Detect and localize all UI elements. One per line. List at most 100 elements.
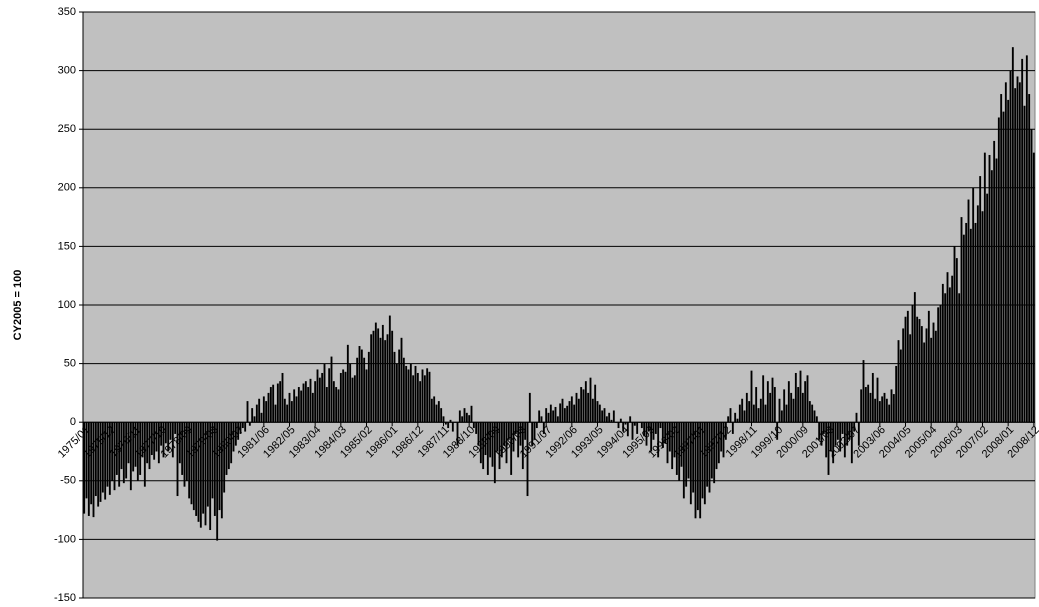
bar <box>909 334 912 423</box>
bar <box>435 404 438 423</box>
bar <box>342 369 345 423</box>
bar <box>360 349 363 423</box>
bar <box>806 375 809 423</box>
bar <box>601 410 604 423</box>
bar <box>878 401 881 423</box>
bar <box>349 363 352 423</box>
bar <box>391 330 394 423</box>
bar <box>594 384 597 423</box>
bar <box>659 422 662 429</box>
bar <box>526 422 529 497</box>
bar <box>171 422 174 458</box>
bar <box>157 422 160 464</box>
bar <box>414 365 417 423</box>
bar <box>181 422 184 475</box>
bar <box>386 334 389 423</box>
bar <box>374 322 377 423</box>
bar <box>727 416 730 423</box>
bar <box>554 406 557 423</box>
bar <box>776 422 779 440</box>
bar <box>155 422 158 452</box>
bar <box>407 369 410 423</box>
bar <box>132 422 135 472</box>
bar <box>97 422 100 507</box>
bar <box>766 381 769 423</box>
bar <box>626 422 629 437</box>
bar <box>591 398 594 423</box>
bar <box>568 401 571 423</box>
bar <box>666 422 669 464</box>
bar <box>834 422 837 446</box>
bar <box>118 422 121 487</box>
bar <box>1018 82 1021 423</box>
bar <box>930 337 933 423</box>
bar <box>542 422 545 434</box>
bar <box>505 422 508 464</box>
bar <box>668 422 671 452</box>
bar <box>1002 111 1005 423</box>
bar <box>314 381 317 423</box>
bar <box>421 369 424 423</box>
bar <box>444 422 447 425</box>
bar <box>764 404 767 423</box>
bar <box>498 422 501 470</box>
bar <box>710 422 713 479</box>
bar <box>281 372 284 423</box>
bar <box>85 422 88 499</box>
bar <box>687 422 690 479</box>
bar <box>918 319 921 423</box>
bar <box>353 375 356 423</box>
bar <box>841 422 844 434</box>
bar <box>974 222 977 423</box>
bar <box>650 422 653 452</box>
bar <box>113 422 116 491</box>
bar <box>664 422 667 444</box>
bar <box>344 371 347 423</box>
bar <box>479 422 482 464</box>
bar <box>99 422 102 502</box>
bar <box>293 389 296 423</box>
bar <box>1028 94 1031 423</box>
bar <box>115 422 118 475</box>
bar <box>888 404 891 423</box>
bar <box>398 349 401 423</box>
bar <box>869 392 872 423</box>
bar <box>552 410 555 423</box>
bar <box>913 292 916 423</box>
bar <box>582 389 585 423</box>
bar <box>636 422 639 434</box>
bar <box>846 422 849 446</box>
bar <box>923 342 926 423</box>
bar <box>267 392 270 423</box>
bar <box>596 401 599 423</box>
bar <box>731 422 734 434</box>
bar <box>937 307 940 423</box>
bar <box>463 408 466 423</box>
bar <box>773 387 776 423</box>
bar <box>755 387 758 423</box>
bar <box>629 416 632 423</box>
bar <box>517 422 520 458</box>
bar <box>654 422 657 434</box>
bar <box>951 275 954 423</box>
bar <box>318 377 321 423</box>
bar <box>106 422 109 487</box>
bar <box>351 377 354 423</box>
bar <box>538 410 541 423</box>
bar <box>533 422 536 440</box>
bar <box>475 422 478 434</box>
bar <box>860 389 863 423</box>
bar <box>255 404 258 423</box>
bar <box>892 394 895 423</box>
bar <box>167 422 170 452</box>
bar <box>379 337 382 423</box>
bar <box>535 422 538 429</box>
bar <box>279 381 282 423</box>
bar <box>598 404 601 423</box>
bar <box>715 422 718 470</box>
bar <box>661 422 664 448</box>
bar <box>468 415 471 423</box>
bar <box>316 369 319 423</box>
bar <box>433 396 436 423</box>
bar <box>174 422 177 434</box>
